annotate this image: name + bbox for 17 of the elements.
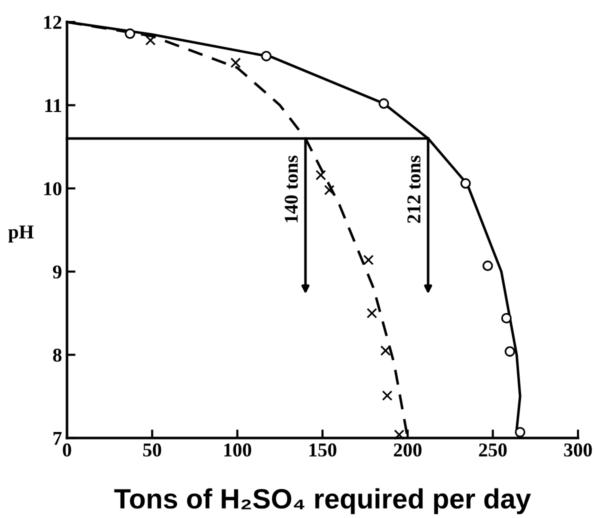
y-tick-label: 10: [44, 182, 62, 196]
y-tick-label: 7: [54, 432, 62, 445]
x-tick-label: 150: [309, 443, 336, 457]
x-tick-label: 250: [479, 443, 507, 457]
y-tick-label: 12: [44, 16, 62, 29]
x-tick-label: 300: [564, 443, 592, 457]
x-tick-label: 100: [224, 443, 252, 457]
annotation: 140 tons: [284, 156, 298, 222]
y-axis-title: pH: [8, 226, 34, 242]
y-tick-label: 8: [53, 348, 62, 362]
annotation: 212 tons: [407, 156, 420, 223]
x-tick-label: 50: [143, 443, 162, 457]
y-tick-label: 9: [52, 265, 62, 279]
x-axis-title: Tons of H₂SO₄ required per day: [114, 488, 531, 514]
y-tick-label: 11: [45, 99, 62, 112]
x-tick-label: 0: [62, 443, 72, 457]
x-tick-label: 200: [394, 443, 422, 457]
